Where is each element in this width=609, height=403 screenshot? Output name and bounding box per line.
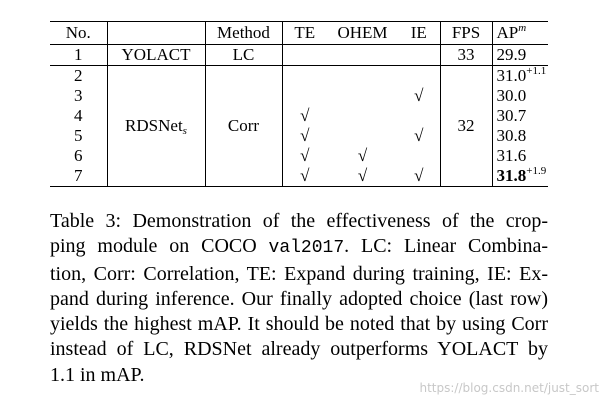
ohem-cell bbox=[327, 126, 398, 146]
ap-value: 30.7 bbox=[496, 106, 527, 125]
ohem-cell bbox=[327, 86, 398, 106]
header-text: AP bbox=[496, 23, 519, 42]
caption-text: yields the highest mAP. It should be not… bbox=[50, 313, 548, 336]
ie-cell: √ bbox=[414, 166, 424, 185]
model-name: YOLACT bbox=[121, 45, 191, 64]
caption-text: ping module on COCO bbox=[50, 235, 269, 258]
caption-text: Table 3: Demonstration of the effectiven… bbox=[50, 210, 548, 232]
model-cell: YOLACT bbox=[106, 44, 205, 66]
caption-text: instead of LC, RDSNet already outperform… bbox=[50, 338, 548, 361]
ap-cell: 29.9 bbox=[491, 44, 548, 66]
caption-line: pand during inference. Our finally adopt… bbox=[50, 287, 548, 312]
row-number: 2 bbox=[74, 66, 83, 85]
ie-cell: √ bbox=[414, 86, 424, 105]
ie-cell bbox=[398, 66, 440, 87]
ap-value: 30.8 bbox=[496, 126, 527, 145]
ie-cell: √ bbox=[414, 126, 424, 145]
ie-cell bbox=[398, 106, 440, 126]
caption-text: pand during inference. Our finally adopt… bbox=[50, 287, 548, 310]
method-cell: LC bbox=[204, 44, 282, 66]
header-cell: APm bbox=[491, 21, 548, 45]
header-superscript: m bbox=[518, 22, 527, 34]
table-body: 1 YOLACT LC 33 29.9 2 RDSNets Corr 32 31.0+1.1 3 √ 3… bbox=[50, 44, 548, 187]
table-row: 6 √ √ 31.6 bbox=[50, 146, 548, 166]
header-cell: OHEM bbox=[327, 21, 398, 45]
caption-line: 1.1 in mAP. bbox=[50, 363, 548, 388]
row-number: 7 bbox=[74, 166, 83, 185]
te-cell: √ bbox=[281, 146, 327, 166]
table-row: 3 √ 30.0 bbox=[50, 86, 548, 106]
ie-cell bbox=[398, 146, 440, 166]
ap-value: 31.6 bbox=[496, 146, 527, 165]
caption-line: Table 3: Demonstration of the effectiven… bbox=[50, 209, 548, 234]
results-table: No. Method TE OHEM IE FPS APm 1 YOLACT LC 3… bbox=[50, 21, 548, 187]
te-cell: √ bbox=[281, 106, 327, 126]
te-cell bbox=[281, 44, 327, 66]
caption-line: ping module on COCO val2017. LC: Linear … bbox=[50, 234, 548, 261]
ohem-cell: √ bbox=[357, 146, 368, 165]
caption-text: 1.1 in mAP. bbox=[50, 363, 145, 386]
model-cell: RDSNets bbox=[106, 65, 205, 187]
header-row: No. Method TE OHEM IE FPS APm bbox=[50, 21, 548, 45]
model-name: RDSNet bbox=[125, 116, 183, 135]
ohem-cell bbox=[327, 66, 398, 87]
ap-cell: 31.6 bbox=[491, 146, 548, 166]
ap-cell: 31.0+1.1 bbox=[491, 65, 548, 86]
ap-value: 31.8 bbox=[496, 166, 527, 185]
ohem-cell bbox=[327, 106, 398, 126]
te-cell bbox=[281, 65, 327, 86]
table-row: 1 YOLACT LC 33 29.9 bbox=[50, 44, 548, 66]
model-subscript-text: s bbox=[182, 125, 187, 137]
model-subscript: s bbox=[183, 125, 187, 137]
table-row: 4 √ 30.7 bbox=[50, 106, 548, 126]
ap-cell: 30.8 bbox=[491, 126, 548, 146]
caption: Table 3: Demonstration of the effectiven… bbox=[50, 209, 548, 388]
te-cell: √ bbox=[281, 166, 327, 187]
row-number: 3 bbox=[74, 86, 83, 105]
table-row: 2 RDSNets Corr 32 31.0+1.1 bbox=[50, 65, 548, 187]
ap-value: 31.0 bbox=[496, 66, 527, 85]
table-row: 5 √ √ 30.8 bbox=[50, 126, 548, 146]
ap-cell: 31.8+1.9 bbox=[491, 165, 548, 187]
fps-cell: 32 bbox=[439, 65, 492, 187]
header-cell: Method bbox=[204, 21, 282, 45]
ap-gain: +1.9 bbox=[526, 165, 547, 177]
row-number: 6 bbox=[74, 146, 83, 165]
header-cell: No. bbox=[50, 21, 107, 45]
header-cell: FPS bbox=[439, 21, 492, 45]
caption-line: instead of LC, RDSNet already outperform… bbox=[50, 337, 548, 362]
method-cell: Corr bbox=[204, 65, 282, 187]
ie-cell bbox=[398, 44, 440, 66]
fps-cell: 33 bbox=[439, 44, 492, 66]
ohem-cell bbox=[327, 44, 398, 66]
te-cell: √ bbox=[281, 126, 327, 146]
caption-text: tion, Corr: Correlation, TE: Expand duri… bbox=[50, 262, 548, 285]
caption-code: val2017 bbox=[268, 238, 345, 259]
caption-text: . LC: Linear Combina- bbox=[344, 235, 548, 258]
ap-value: 29.9 bbox=[496, 45, 527, 64]
row-number: 4 bbox=[74, 106, 83, 125]
table-row: 7 √ √ √ 31.8+1.9 bbox=[50, 166, 548, 187]
header-cell bbox=[106, 21, 205, 45]
ohem-cell: √ bbox=[357, 166, 368, 185]
ap-cell: 30.7 bbox=[491, 106, 548, 126]
ap-cell: 30.0 bbox=[491, 86, 548, 106]
row-number: 5 bbox=[74, 126, 83, 145]
watermark: https://blog.csdn.net/just_sort bbox=[419, 381, 600, 395]
header-cell: IE bbox=[398, 21, 440, 45]
caption-line: tion, Corr: Correlation, TE: Expand duri… bbox=[50, 262, 548, 287]
row-number: 1 bbox=[50, 44, 107, 66]
ap-value: 30.0 bbox=[496, 86, 527, 105]
caption-line: yields the highest mAP. It should be not… bbox=[50, 312, 548, 337]
header-cell: TE bbox=[281, 21, 327, 45]
te-cell bbox=[281, 86, 327, 106]
ap-gain: +1.1 bbox=[526, 65, 547, 77]
